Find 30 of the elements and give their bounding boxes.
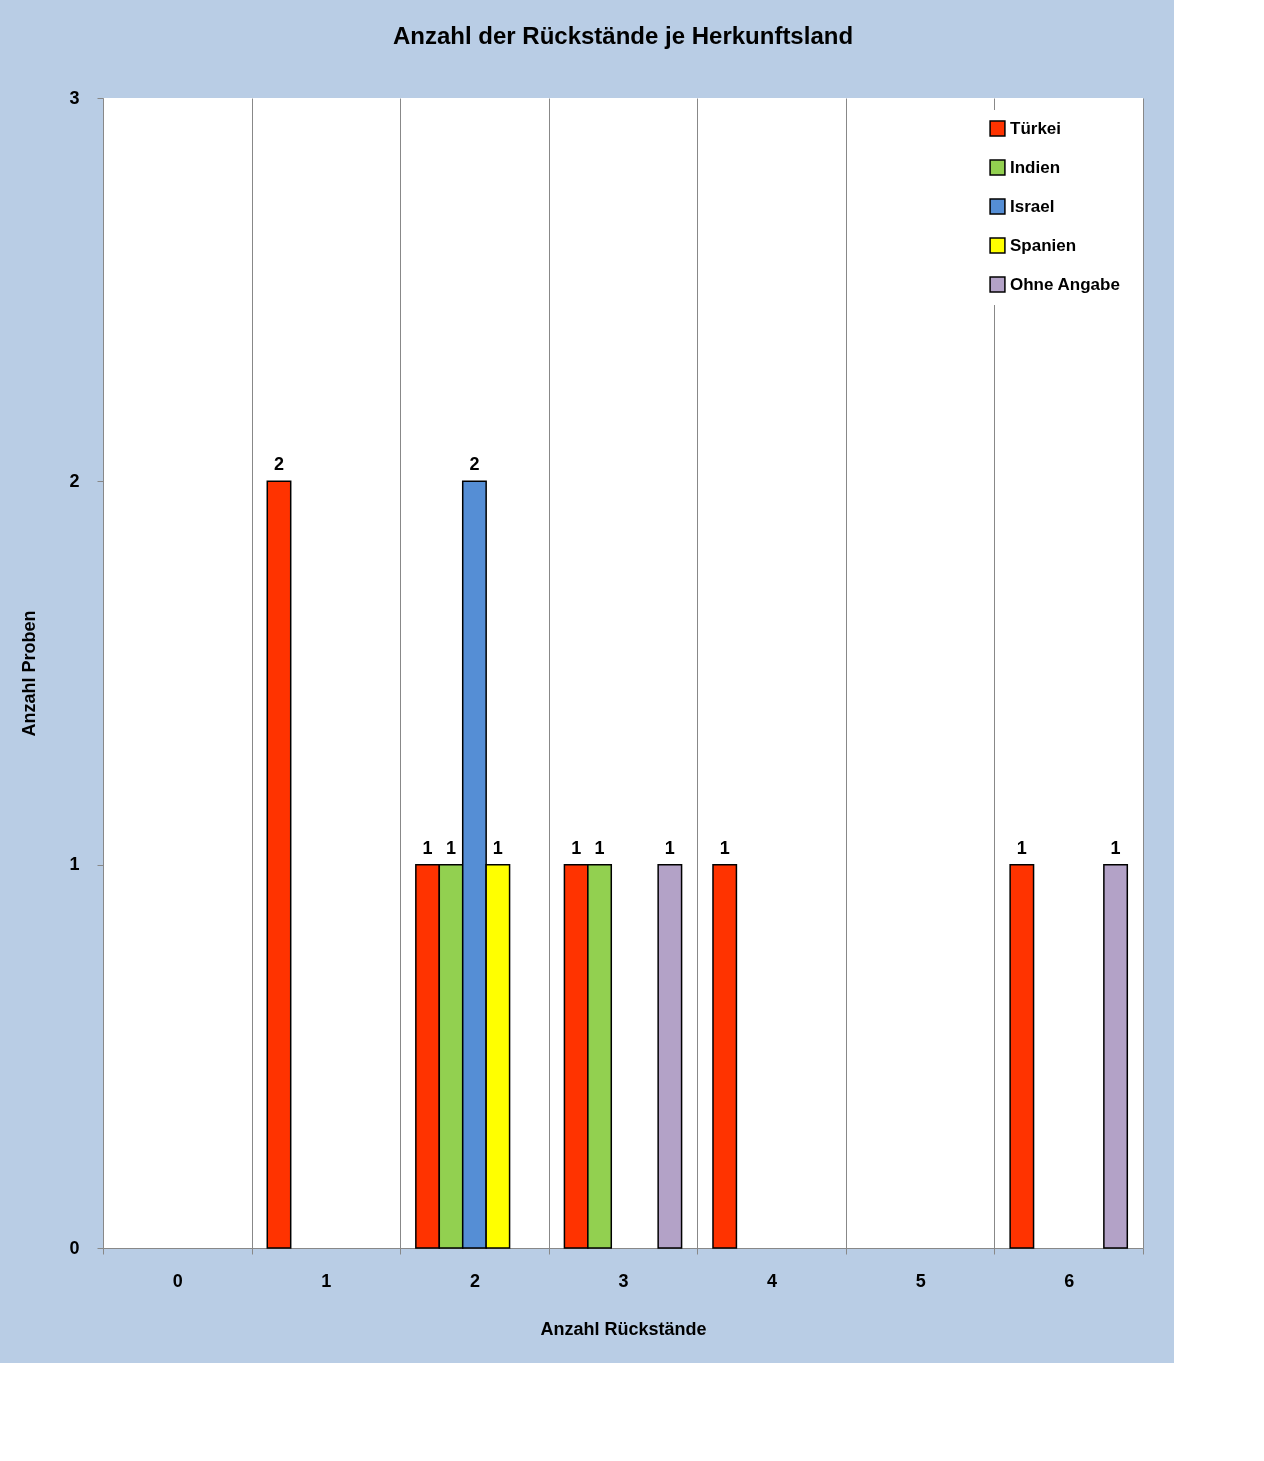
data-label: 1 xyxy=(492,837,503,858)
x-tick-label: 0 xyxy=(172,1270,183,1291)
y-tick-label: 3 xyxy=(69,87,80,108)
chart-title: Anzahl der Rückstände je Herkunftsland xyxy=(392,22,854,49)
data-label: 1 xyxy=(571,837,582,858)
legend-label: Israel xyxy=(1010,196,1055,216)
x-axis-title: Anzahl Rückstände xyxy=(540,1318,707,1339)
y-tick-label: 1 xyxy=(69,854,80,875)
x-tick-label: 3 xyxy=(618,1270,629,1291)
y-axis-title: Anzahl Proben xyxy=(19,610,40,737)
x-tick-label: 1 xyxy=(321,1270,332,1291)
legend-label: Spanien xyxy=(1010,235,1077,255)
y-tick-label: 0 xyxy=(69,1237,80,1258)
x-tick-label: 4 xyxy=(767,1270,778,1291)
data-label: 1 xyxy=(422,837,433,858)
x-tick-label: 6 xyxy=(1064,1270,1075,1291)
data-label: 2 xyxy=(273,454,284,475)
data-label: 1 xyxy=(719,837,730,858)
data-label: 1 xyxy=(1016,837,1027,858)
data-label: 2 xyxy=(469,454,480,475)
data-label: 1 xyxy=(664,837,675,858)
data-label: 1 xyxy=(594,837,605,858)
legend-label: Indien xyxy=(1010,157,1061,177)
legend-label: Ohne Angabe xyxy=(1010,274,1120,294)
data-label: 1 xyxy=(445,837,456,858)
x-tick-label: 2 xyxy=(469,1270,480,1291)
x-tick-label: 5 xyxy=(915,1270,926,1291)
data-label: 1 xyxy=(1110,837,1121,858)
y-tick-label: 2 xyxy=(69,470,80,491)
legend-label: Türkei xyxy=(1010,118,1062,138)
